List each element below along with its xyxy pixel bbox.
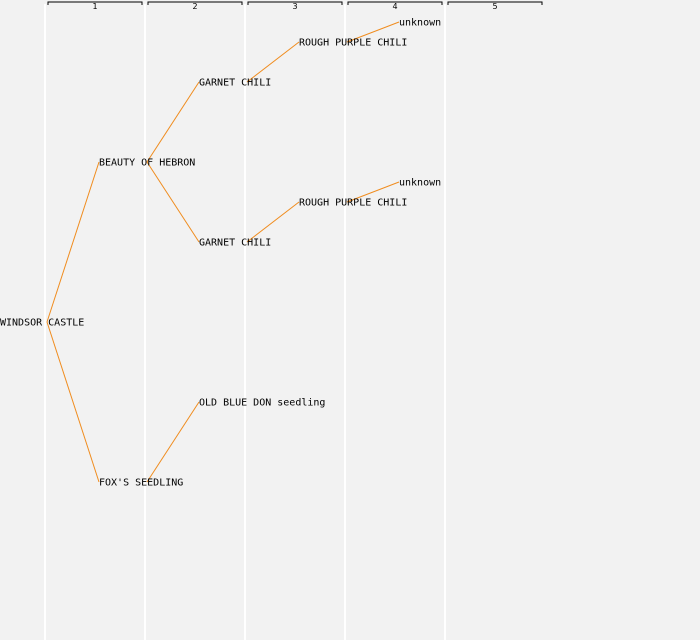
generation-bracket — [147, 1, 243, 5]
pedigree-edge — [346, 181, 400, 203]
pedigree-node-label: ROUGH PURPLE CHILI — [299, 38, 407, 49]
pedigree-edge — [146, 401, 200, 483]
pedigree-edge — [346, 21, 400, 43]
generation-number: 2 — [192, 2, 197, 11]
pedigree-node-label: GARNET CHILI — [199, 78, 271, 89]
generation-bracket — [447, 1, 543, 5]
pedigree-node-label: GARNET CHILI — [199, 238, 271, 249]
generation-bracket — [347, 1, 443, 5]
pedigree-edge — [146, 161, 200, 243]
pedigree-edge — [46, 321, 100, 483]
pedigree-node-label: FOX'S SEEDLING — [99, 478, 183, 489]
pedigree-node-label: BEAUTY OF HEBRON — [99, 158, 195, 169]
pedigree-node-label: unknown — [399, 178, 441, 189]
pedigree-edge — [46, 161, 100, 323]
generation-bracket — [247, 1, 343, 5]
pedigree-edge — [246, 201, 300, 243]
generation-number: 3 — [292, 2, 297, 11]
generation-bracket — [47, 1, 143, 5]
generation-number: 1 — [92, 2, 97, 11]
pedigree-node-label: unknown — [399, 18, 441, 29]
pedigree-edge — [146, 81, 200, 163]
pedigree-node-label: ROUGH PURPLE CHILI — [299, 198, 407, 209]
pedigree-node-label: OLD BLUE DON seedling — [199, 398, 325, 409]
generation-number: 4 — [392, 2, 397, 11]
generation-number: 5 — [492, 2, 497, 11]
pedigree-edge — [246, 41, 300, 83]
pedigree-node-label: WINDSOR CASTLE — [0, 318, 84, 329]
